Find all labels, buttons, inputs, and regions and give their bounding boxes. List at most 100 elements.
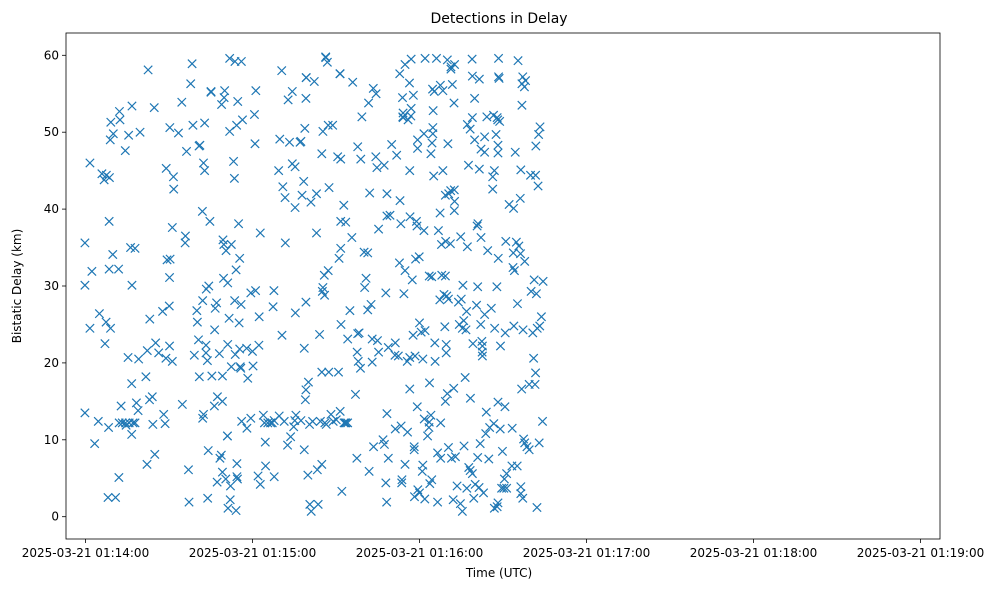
data-point-marker [435,295,445,305]
data-point-marker [108,129,118,139]
data-point-marker [232,459,242,469]
data-point-marker [226,239,236,250]
data-point-marker [341,217,351,227]
data-point-marker [486,303,496,313]
data-point-marker [268,302,278,312]
data-point-marker [130,418,140,428]
data-point-marker [231,265,241,275]
data-point-marker [201,348,211,358]
data-point-marker [474,164,484,174]
data-point-marker [379,160,389,170]
data-point-marker [161,353,171,363]
data-point-marker [114,472,124,483]
data-point-marker [206,86,216,97]
data-point-marker [154,348,164,358]
data-point-marker [408,330,418,340]
data-point-marker [199,118,210,128]
data-point-marker [468,339,478,349]
y-tick-label: 0 [51,510,59,524]
data-point-marker [180,231,191,241]
data-point-marker [516,489,526,499]
data-point-marker [372,335,383,346]
data-point-marker [446,64,456,74]
data-point-marker [368,83,378,93]
data-point-marker [427,475,437,485]
data-point-marker [232,474,243,484]
data-point-marker [447,79,457,90]
data-point-marker [103,492,113,503]
data-point-marker [449,59,460,70]
data-point-marker [173,128,184,138]
data-point-marker [493,253,503,263]
data-point-marker [473,219,483,229]
data-point-marker [528,353,539,363]
data-point-marker [164,341,175,351]
y-axis-label: Bistatic Delay (km) [10,229,24,344]
data-point-marker [419,414,429,424]
data-point-marker [429,171,439,181]
data-point-marker [225,53,235,64]
data-point-marker [449,98,459,108]
data-point-marker [501,483,512,493]
data-point-marker [441,348,451,358]
data-point-marker [462,483,472,493]
data-point-marker [141,372,151,382]
data-point-marker [299,343,309,353]
data-point-marker [518,493,528,503]
data-point-marker [133,405,143,416]
data-point-marker [235,362,245,372]
data-point-marker [518,325,528,335]
data-point-marker [297,190,307,200]
data-point-marker [246,413,256,423]
data-point-marker [258,410,268,420]
data-point-marker [167,222,177,233]
data-point-marker [236,56,246,67]
data-point-marker [328,120,338,130]
data-point-marker [462,119,472,130]
data-point-marker [120,418,131,428]
data-point-marker [426,149,436,159]
data-point-marker [278,182,288,192]
data-point-marker [177,399,187,410]
data-point-marker [313,499,323,510]
data-point-marker [93,416,103,426]
data-point-marker [159,409,169,420]
data-point-marker [350,389,361,400]
data-point-marker [192,317,203,327]
data-point-marker [290,202,300,213]
data-point-marker [390,350,400,360]
data-point-marker [432,497,443,507]
data-point-marker [394,258,405,268]
data-point-marker [382,189,392,199]
data-point-marker [535,321,545,331]
data-point-marker [301,72,311,83]
data-point-marker [406,103,416,113]
data-point-marker [397,478,407,488]
data-point-marker [347,232,357,243]
data-point-marker [143,65,153,75]
data-point-marker [448,495,458,505]
data-point-marker [303,470,313,480]
data-point-marker [116,401,126,411]
data-point-marker [474,74,484,84]
data-point-marker [186,79,196,89]
data-point-marker [469,493,479,503]
data-point-marker [221,474,231,484]
data-point-marker [353,356,363,366]
data-point-marker [301,93,311,103]
data-point-marker [105,135,115,145]
data-point-marker [509,321,519,331]
data-point-marker [398,112,408,123]
data-point-marker [341,418,351,428]
data-point-marker [211,298,222,308]
data-point-marker [339,200,349,210]
data-point-marker [484,454,494,464]
data-point-marker [405,212,415,222]
data-point-marker [372,162,382,173]
data-point-marker [301,297,311,307]
data-point-marker [424,378,435,388]
data-point-marker [214,349,224,359]
data-point-marker [419,129,429,139]
data-point-marker [395,69,405,79]
data-point-marker [333,367,344,377]
